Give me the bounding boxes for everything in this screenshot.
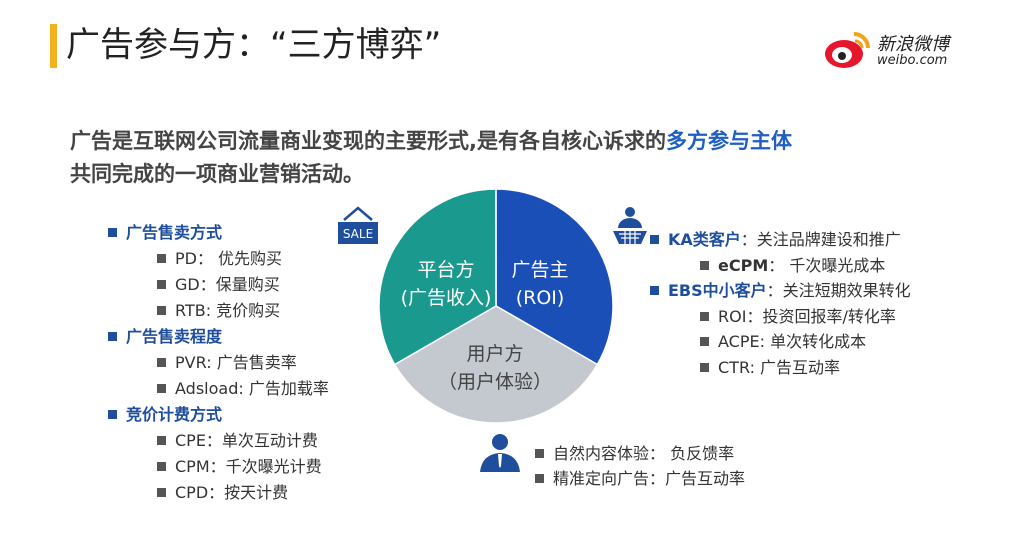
bullet-icon — [700, 260, 709, 270]
bullet-icon — [157, 306, 166, 315]
left-item: Adsload: 广告加载率 — [157, 375, 329, 399]
right-item-key: ACPE — [718, 332, 760, 351]
right-heading-text: EBS中小客户 — [668, 281, 767, 300]
slide-title: 广告参与方：“三方博弈” — [66, 25, 442, 65]
weibo-logo-icon — [825, 32, 870, 68]
user-item: 精准定向广告：广告互动率 — [535, 465, 745, 489]
bullet-icon — [157, 280, 166, 289]
pie-slice-platform — [378, 188, 497, 366]
pie-label-advertiser: 广告主 (ROI) — [500, 256, 580, 312]
left-item: GD：保量购买 — [157, 271, 280, 295]
pie-label-name: 平台方 — [417, 259, 475, 281]
right-heading: KA类客户：关注品牌建设和推广 — [650, 226, 901, 250]
bullet-icon — [157, 462, 166, 471]
svg-text:SALE: SALE — [343, 227, 373, 241]
left-heading: 竞价计费方式 — [108, 401, 222, 425]
left-item-text: CPE：单次互动计费 — [175, 431, 318, 450]
right-item: ACPE: 单次转化成本 — [700, 328, 866, 352]
lead-highlight: 多方参与主体 — [665, 129, 792, 153]
right-heading: EBS中小客户：关注短期效果转化 — [650, 277, 911, 301]
right-item-value: : 广告互动率 — [749, 357, 841, 377]
bullet-icon — [157, 358, 166, 367]
pie-label-user: 用户方 （用户体验） — [430, 340, 560, 396]
left-heading-text: 广告售卖方式 — [126, 223, 223, 242]
right-item-key: CTR — [718, 357, 750, 377]
left-item: CPM：千次曝光计费 — [157, 453, 322, 477]
left-item-text: GD：保量购买 — [175, 275, 280, 294]
bullet-icon — [108, 410, 117, 419]
user-item: 自然内容体验： 负反馈率 — [535, 440, 734, 464]
lead-line-2: 共同完成的一项商业营销活动。 — [70, 162, 364, 186]
left-item-text: CPD：按天计费 — [175, 483, 289, 502]
right-heading-text: KA类客户 — [668, 230, 741, 249]
left-item: RTB: 竞价购买 — [157, 297, 280, 321]
left-item: CPE：单次互动计费 — [157, 427, 318, 451]
right-item-key: ROI — [718, 306, 747, 326]
bullet-icon — [535, 474, 544, 483]
left-heading-text: 竞价计费方式 — [126, 405, 223, 424]
right-item: eCPM： 千次曝光成本 — [700, 252, 885, 276]
right-item: CTR: 广告互动率 — [700, 354, 840, 378]
right-item-value: ：投资回报率/转化率 — [746, 306, 896, 326]
user-item-text: 自然内容体验： 负反馈率 — [553, 444, 735, 463]
pie-label-name: 用户方 — [466, 343, 524, 365]
left-heading: 广告售卖程度 — [108, 323, 222, 347]
pie-label-platform: 平台方 (广告收入) — [396, 256, 496, 312]
logo-name: 新浪微博 — [877, 34, 949, 55]
left-heading-text: 广告售卖程度 — [126, 327, 223, 346]
bullet-icon — [535, 449, 544, 458]
right-item-key: eCPM — [718, 255, 769, 275]
bullet-icon — [650, 286, 659, 295]
bullet-icon — [108, 332, 117, 341]
left-heading: 广告售卖方式 — [108, 219, 222, 243]
lead-text: 广告是互联网公司流量商业变现的主要形式,是有各自核心诉求的 — [70, 129, 666, 153]
bullet-icon — [108, 228, 117, 237]
bullet-icon — [700, 337, 709, 346]
logo-url: weibo.com — [877, 53, 948, 68]
right-item-value: ： 千次曝光成本 — [768, 255, 886, 275]
left-item-text: CPM：千次曝光计费 — [175, 457, 322, 476]
left-item-text: PD： 优先购买 — [175, 249, 283, 268]
bullet-icon — [700, 311, 709, 321]
left-item: CPD：按天计费 — [157, 479, 288, 503]
lead-line-1: 广告是互联网公司流量商业变现的主要形式,是有各自核心诉求的多方参与主体 — [70, 125, 792, 155]
left-item: PD： 优先购买 — [157, 245, 282, 269]
bullet-icon — [157, 436, 166, 445]
pie-label-name: 广告主 — [511, 259, 569, 281]
pie-label-sub: （用户体验） — [437, 371, 552, 393]
pie-label-sub: (ROI) — [515, 287, 565, 309]
bullet-icon — [700, 362, 709, 372]
left-item-text: PVR: 广告售卖率 — [175, 353, 297, 372]
right-heading-desc: ：关注短期效果转化 — [766, 281, 911, 300]
bullet-icon — [157, 384, 166, 393]
pie-slice-advertiser — [495, 188, 614, 366]
right-item: ROI：投资回报率/转化率 — [700, 303, 896, 327]
left-item-text: RTB: 竞价购买 — [175, 301, 281, 320]
bullet-icon — [650, 235, 659, 244]
sale-tag-icon: SALE — [338, 206, 378, 244]
user-person-icon — [480, 434, 520, 472]
title-accent-bar — [50, 24, 57, 68]
pie-slice-user — [393, 305, 599, 424]
bullet-icon — [157, 488, 166, 497]
right-item-value: : 单次转化成本 — [759, 332, 867, 351]
pie-label-sub: (广告收入) — [400, 287, 492, 309]
business-client-icon — [613, 207, 647, 244]
user-item-text: 精准定向广告：广告互动率 — [553, 469, 746, 488]
left-item-text: Adsload: 广告加载率 — [175, 379, 329, 398]
right-heading-desc: ：关注品牌建设和推广 — [740, 230, 901, 249]
left-item: PVR: 广告售卖率 — [157, 349, 297, 373]
bullet-icon — [157, 254, 166, 263]
